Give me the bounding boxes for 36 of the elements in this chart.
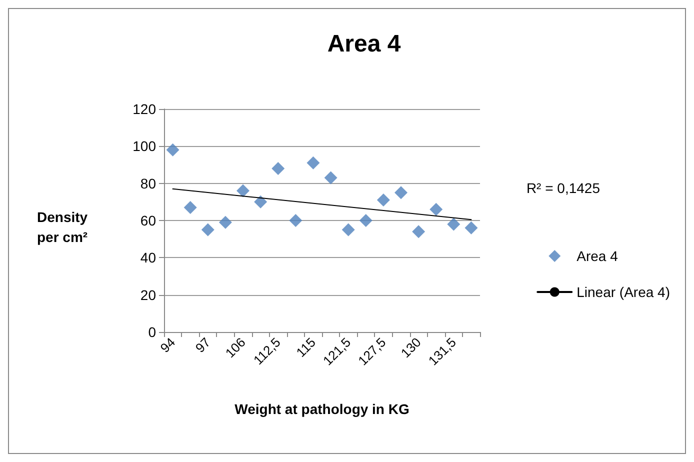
legend-label: Linear (Area 4) [576,284,670,300]
point [447,218,460,231]
point [254,195,268,208]
point [324,171,338,184]
point [342,223,355,236]
point [272,162,285,175]
point [464,221,478,234]
point [430,202,443,216]
y-axis-title: Density per cm² [37,209,92,245]
x-axis-title: Weight at pathology in KG [234,401,410,417]
y-tick-label: 100 [132,138,156,154]
y-tick-label: 80 [140,175,156,192]
point [376,194,390,207]
y-tick-label: 60 [140,212,156,228]
y-tick-label: 20 [140,286,156,303]
y-tick-label: 40 [140,250,156,266]
text: R² = 0,1425 [526,180,600,196]
x-tick-label: 94 [157,334,178,356]
point [289,214,302,227]
x-tick-label: 106 [222,334,248,361]
point [412,225,426,238]
point [394,186,408,200]
point [184,200,197,214]
x-tick-label: 115 [293,334,319,360]
legend-label: Area 4 [576,248,618,264]
point [201,223,214,236]
x-tick-label: 130 [398,334,424,361]
point [236,184,250,198]
point [166,143,180,156]
chart-title: Area 4 [327,30,402,58]
y-tick-label: 120 [132,101,156,117]
point [218,216,232,229]
y-tick-label: 0 [148,324,156,340]
x-tick-label: 97 [192,334,214,356]
point [359,214,372,227]
point [306,156,320,170]
